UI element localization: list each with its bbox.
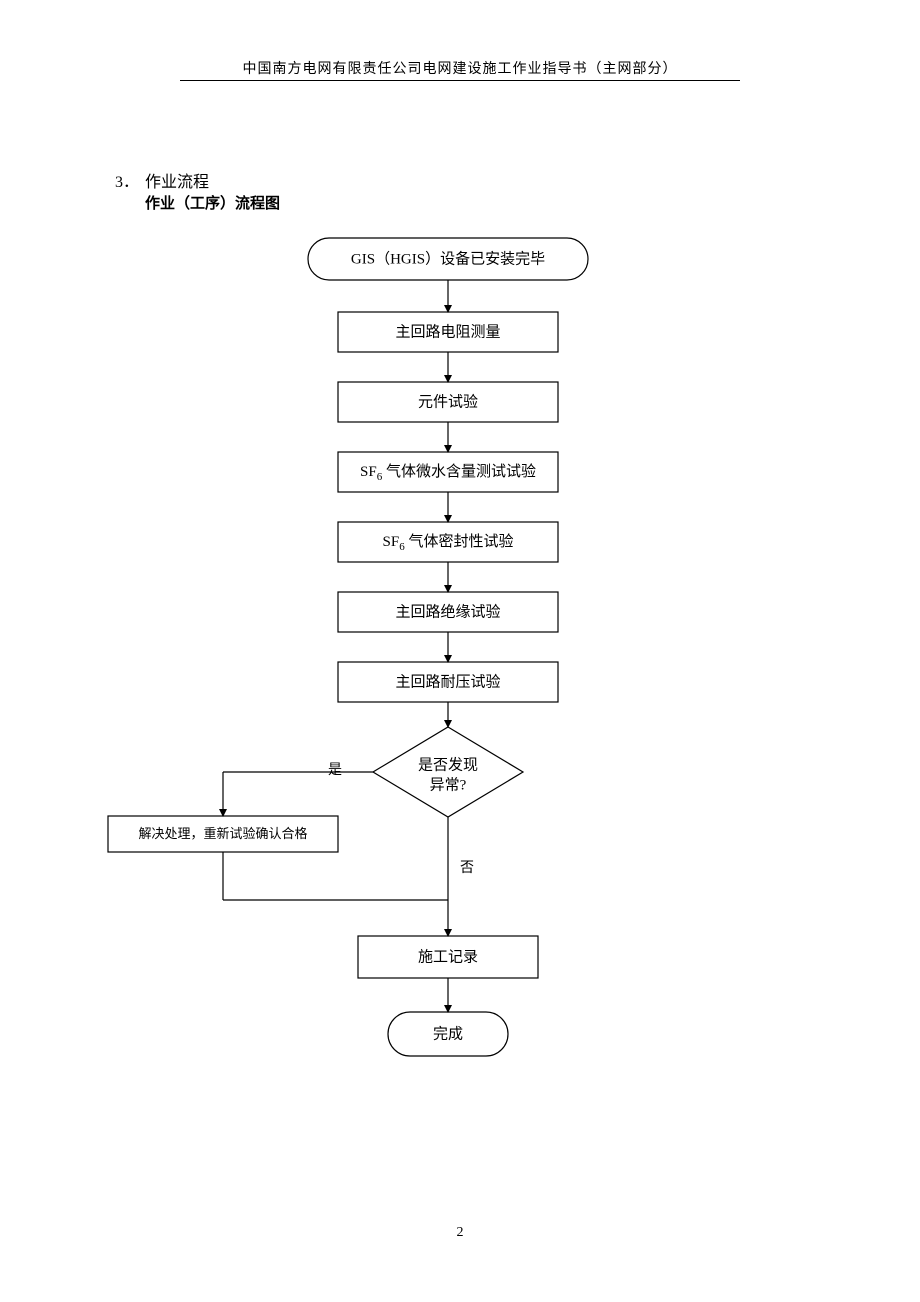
svg-text:施工记录: 施工记录	[418, 948, 478, 965]
svg-text:主回路电阻测量: 主回路电阻测量	[395, 323, 500, 340]
flowchart: GIS（HGIS）设备已安装完毕主回路电阻测量元件试验 SF6 气体微水含量测试试…	[80, 220, 840, 1200]
svg-text:解决处理，重新试验确认合格: 解决处理，重新试验确认合格	[138, 826, 307, 841]
svg-text:异常?: 异常?	[430, 776, 467, 793]
svg-text:主回路耐压试验: 主回路耐压试验	[395, 673, 500, 690]
svg-text:SF6 气体密封性试验: SF6 气体密封性试验	[383, 533, 514, 552]
page-header: 中国南方电网有限责任公司电网建设施工作业指导书（主网部分）	[180, 58, 740, 78]
svg-text:GIS（HGIS）设备已安装完毕: GIS（HGIS）设备已安装完毕	[351, 250, 545, 267]
section-subtitle: 作业（工序）流程图	[145, 192, 280, 213]
svg-text:否: 否	[460, 861, 474, 876]
svg-text:元件试验: 元件试验	[418, 393, 478, 410]
section-title: 作业流程	[145, 168, 209, 192]
svg-text:完成: 完成	[433, 1025, 463, 1042]
section-number: 3．	[115, 168, 139, 192]
svg-text:主回路绝缘试验: 主回路绝缘试验	[395, 603, 500, 620]
svg-text:SF6 气体微水含量测试试验: SF6 气体微水含量测试试验	[360, 463, 536, 482]
page: { "header": { "text": "中国南方电网有限责任公司电网建设施…	[0, 0, 920, 1302]
header-rule	[180, 80, 740, 81]
svg-text:是: 是	[328, 763, 342, 778]
svg-text:是否发现: 是否发现	[418, 756, 478, 773]
page-number: 2	[0, 1225, 920, 1241]
